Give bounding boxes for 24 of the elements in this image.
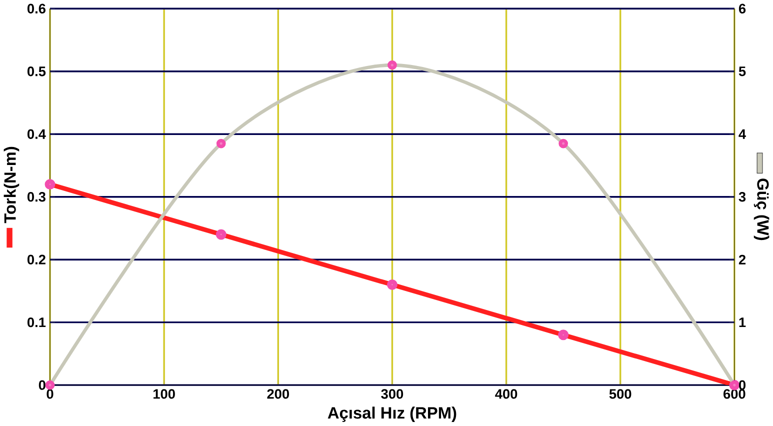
x-tick-label: 600	[724, 389, 746, 399]
y-tick-label: 0.4	[27, 129, 46, 140]
x-axis-title: Açısal Hız (RPM)	[328, 406, 456, 422]
y2-axis-title: Güç (W)	[754, 178, 770, 240]
y2-tick-label: 2	[738, 254, 746, 264]
x-tick-label: 400	[495, 389, 518, 399]
y2-tick-label: 5	[738, 66, 746, 76]
y2-tick-label: 3	[738, 192, 746, 202]
y-tick-label: 0	[38, 380, 46, 390]
y-tick-label: 0.5	[27, 66, 46, 76]
y2-tick-label: 1	[739, 318, 746, 328]
y-tick-label: 0.6	[27, 4, 46, 14]
y2-tick-label: 4	[738, 130, 746, 139]
y-tick-label: 0.2	[27, 254, 46, 265]
x-tick-label: 200	[267, 389, 289, 399]
x-tick-label: 0	[46, 389, 54, 399]
y2-tick-label: 0	[738, 380, 746, 390]
y2-tick-label: 6	[738, 4, 746, 14]
y-tick-label: 0.3	[27, 192, 46, 202]
x-tick-label: 300	[381, 389, 404, 399]
y-tick-label: 0.1	[27, 318, 46, 328]
x-tick-label: 500	[609, 389, 632, 399]
x-tick-label: 100	[154, 389, 175, 399]
y-axis-title: Tork(N-m)	[4, 147, 20, 224]
